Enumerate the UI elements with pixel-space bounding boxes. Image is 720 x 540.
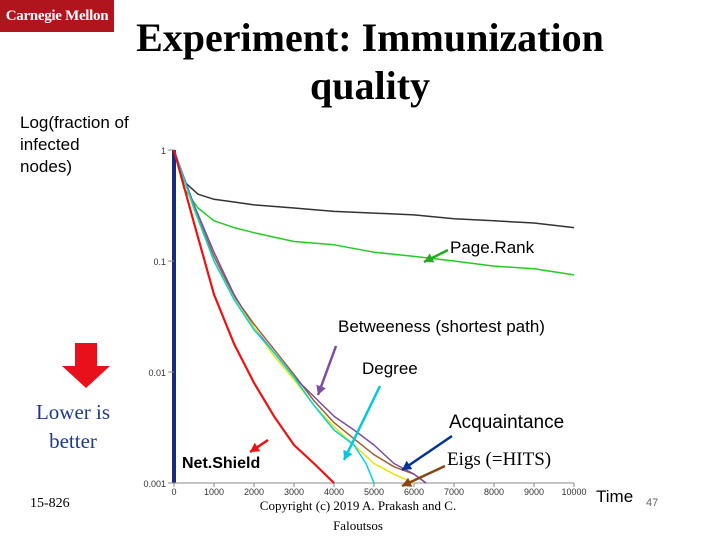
series-line bbox=[173, 149, 427, 484]
down-arrow-icon bbox=[62, 343, 110, 388]
course-number: 15-826 bbox=[30, 496, 70, 511]
x-tick-label: 4000 bbox=[324, 487, 344, 497]
annotation-label: Eigs (=HITS) bbox=[447, 449, 551, 470]
x-axis-label: Time bbox=[596, 487, 633, 506]
y-axis-label-line-2: infected bbox=[20, 135, 80, 154]
y-tick-label: 1 bbox=[161, 146, 166, 156]
series-line bbox=[173, 149, 375, 484]
x-tick-label: 6000 bbox=[404, 487, 424, 497]
title-line-2: quality bbox=[309, 63, 431, 108]
x-tick-label: 3000 bbox=[284, 487, 304, 497]
slide-title: Experiment: Immunization quality bbox=[100, 14, 640, 110]
copyright-line-2: Faloutsos bbox=[333, 518, 383, 533]
title-line-1: Experiment: Immunization bbox=[136, 15, 604, 60]
x-tick-label: 2000 bbox=[244, 487, 264, 497]
series-line bbox=[173, 149, 575, 276]
y-axis-line bbox=[172, 150, 176, 483]
annotation-arrow bbox=[401, 434, 453, 472]
lower-is-better-line-1: Lower is bbox=[35, 400, 111, 424]
annotation-label: Acquaintance bbox=[449, 412, 564, 433]
lower-is-better-note: Lower is better bbox=[12, 398, 134, 456]
y-axis-label: Log(fraction of infected nodes) bbox=[20, 112, 160, 178]
annotation-label: Page.Rank bbox=[450, 238, 535, 257]
x-tick-label: 8000 bbox=[484, 487, 504, 497]
annotation-arrowhead bbox=[250, 442, 261, 452]
y-tick-label: 0.01 bbox=[148, 368, 166, 378]
x-tick-label: 10000 bbox=[561, 487, 586, 497]
cmu-logo: Carnegie Mellon bbox=[0, 0, 114, 32]
x-tick-label: 7000 bbox=[444, 487, 464, 497]
annotation-label: Degree bbox=[362, 359, 418, 378]
lower-is-better-line-2: better bbox=[49, 429, 97, 453]
x-tick-label: 5000 bbox=[364, 487, 384, 497]
y-tick-label: 0.001 bbox=[143, 479, 166, 489]
page-number: 47 bbox=[646, 497, 659, 509]
annotation-arrowhead bbox=[402, 477, 413, 487]
y-axis-label-line-1: Log(fraction of bbox=[20, 113, 129, 132]
x-tick-label: 1000 bbox=[204, 487, 224, 497]
annotation-arrowhead bbox=[402, 460, 413, 470]
series-line bbox=[173, 149, 575, 229]
y-axis-label-line-3: nodes) bbox=[20, 157, 72, 176]
copyright: Copyright (c) 2019 A. Prakash and C. Fal… bbox=[240, 496, 476, 536]
x-tick-label: 9000 bbox=[524, 487, 544, 497]
annotation-arrow bbox=[342, 385, 382, 461]
annotation-arrowhead bbox=[343, 449, 353, 460]
x-tick-label: 0 bbox=[171, 487, 176, 497]
copyright-line-1: Copyright (c) 2019 A. Prakash and C. bbox=[259, 498, 457, 513]
annotation-label: Net.Shield bbox=[182, 455, 260, 472]
annotation-arrowhead bbox=[424, 253, 435, 263]
annotation-label: Betweeness (shortest path) bbox=[338, 317, 545, 336]
series-line bbox=[172, 149, 335, 484]
y-tick-label: 0.1 bbox=[153, 257, 166, 267]
annotation-arrowhead bbox=[316, 384, 326, 395]
